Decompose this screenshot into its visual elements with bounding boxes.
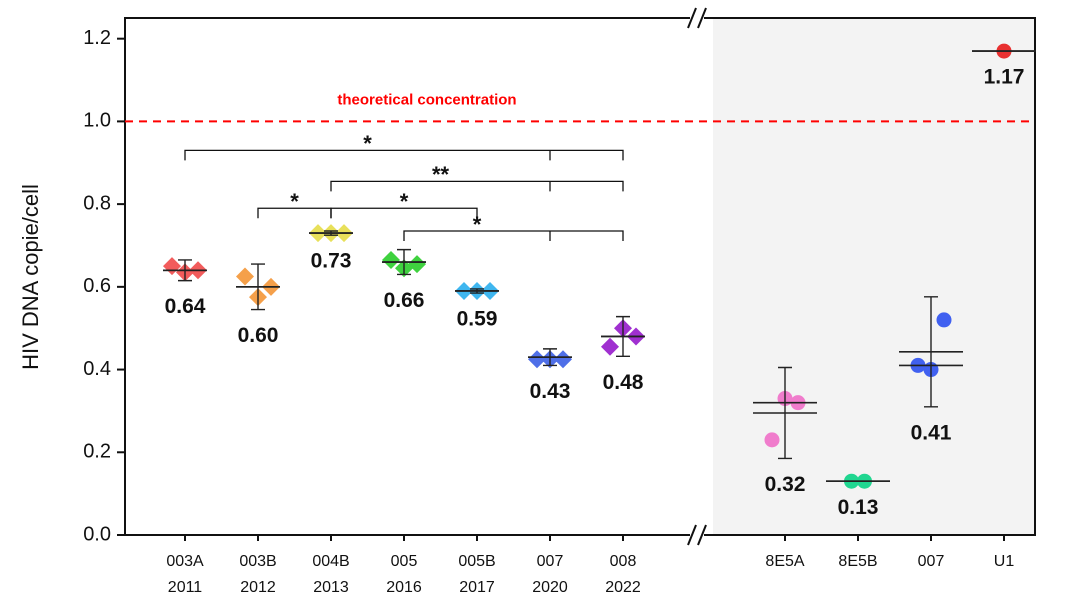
value-label: 1.17: [984, 66, 1025, 89]
x-tick-label: 003A: [166, 553, 204, 570]
value-label: 0.13: [838, 496, 879, 519]
x-tick-label: 005B: [458, 553, 495, 570]
y-tick-label: 0.2: [83, 441, 111, 463]
significance-label: *: [290, 189, 299, 214]
significance-label: *: [363, 131, 372, 156]
significance-bracket: [330, 207, 478, 219]
significance-label: *: [473, 212, 482, 237]
y-tick-label: 0.6: [83, 275, 111, 297]
value-label: 0.32: [765, 473, 806, 496]
x-tick-label: 008: [610, 553, 637, 570]
x-tick-year: 2012: [240, 579, 276, 596]
x-tick-year: 2017: [459, 579, 495, 596]
x-tick-label: 004B: [312, 553, 349, 570]
data-point: [554, 350, 572, 369]
plot-frame: [124, 17, 1036, 536]
axis-break-slash: [687, 7, 697, 29]
axis-break-gap: [690, 15, 704, 21]
x-tick-year: 2016: [386, 579, 422, 596]
y-tick-label: 1.0: [83, 110, 111, 132]
y-tick-label: 0.4: [83, 358, 111, 380]
value-label: 0.60: [238, 324, 279, 347]
y-tick-label: 0.0: [83, 523, 111, 545]
x-tick-label: 8E5B: [838, 553, 877, 570]
value-label: 0.73: [311, 250, 352, 273]
data-point: [236, 267, 254, 286]
value-label: 0.43: [530, 380, 571, 403]
axis-break-slash: [697, 524, 707, 546]
x-tick-label: 003B: [239, 553, 276, 570]
x-tick-label: 007: [918, 553, 945, 570]
y-tick-label: 1.2: [83, 27, 111, 49]
data-point: [936, 312, 952, 328]
x-tick-year: 2022: [605, 579, 641, 596]
data-point: [382, 250, 400, 269]
data-point: [764, 432, 780, 448]
significance-bracket: [184, 149, 624, 161]
y-tick-label: 0.8: [83, 192, 111, 214]
data-point: [601, 337, 619, 356]
x-tick-label: 005: [391, 553, 418, 570]
x-tick-year: 2013: [313, 579, 349, 596]
value-label: 0.66: [384, 289, 425, 312]
axis-break-slash: [687, 524, 697, 546]
significance-bracket: [403, 230, 624, 242]
x-tick-label: 8E5A: [765, 553, 804, 570]
x-tick-label: 007: [537, 553, 564, 570]
value-label: 0.41: [911, 421, 952, 444]
significance-label: **: [432, 162, 450, 187]
data-point: [528, 350, 546, 369]
x-tick-label: U1: [994, 553, 1015, 570]
significance-label: *: [400, 189, 409, 214]
significance-bracket: [330, 180, 624, 192]
reference-label: theoretical concentration: [337, 91, 516, 108]
value-label: 0.48: [603, 371, 644, 394]
value-label: 0.64: [165, 295, 206, 318]
x-tick-year: 2020: [532, 579, 568, 596]
x-tick-year: 2011: [168, 579, 203, 596]
axis-break-gap: [690, 532, 704, 538]
axis-break-slash: [697, 7, 707, 29]
panel-shade: [713, 18, 1035, 535]
data-point: [408, 255, 426, 274]
value-label: 0.59: [457, 308, 498, 331]
y-axis-label: HIV DNA copie/cell: [18, 184, 43, 370]
